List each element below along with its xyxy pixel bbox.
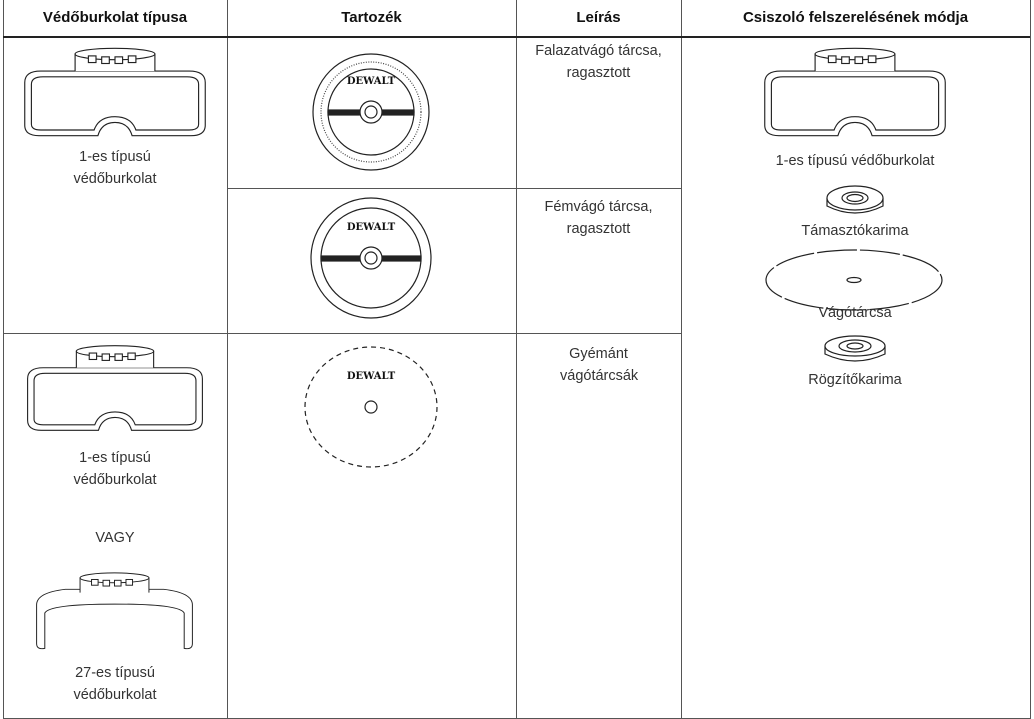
border — [227, 0, 228, 719]
blade-illustration — [765, 249, 943, 311]
description: Gyémánt vágótárcsák — [560, 346, 639, 384]
column-header: Leírás — [576, 9, 621, 26]
guard-illustration — [27, 345, 203, 431]
guard-label: 1-es típusú védőburkolat — [73, 149, 157, 187]
mounting-step: Rögzítőkarima — [808, 372, 902, 388]
disc-illustration: DEWALT — [304, 346, 438, 468]
nut-illustration — [824, 335, 886, 362]
flange-illustration — [826, 185, 884, 214]
guard-illustration — [764, 47, 946, 137]
border — [1030, 0, 1031, 719]
border — [227, 188, 681, 189]
guard-illustration — [24, 47, 206, 137]
guard-label: 1-es típusú védőburkolat — [73, 450, 157, 488]
border — [681, 0, 682, 719]
mounting-step: Támasztókarima — [801, 223, 909, 239]
guard-label: 27-es típusú védőburkolat — [73, 665, 157, 703]
border — [3, 333, 681, 334]
mounting-step: 1-es típusú védőburkolat — [775, 153, 935, 169]
description: Falazatvágó tárcsa, ragasztott — [535, 43, 662, 81]
guard-label: VAGY — [95, 530, 135, 546]
guard-illustration — [36, 572, 193, 650]
border — [3, 0, 4, 719]
description: Fémvágó tárcsa, ragasztott — [544, 199, 653, 237]
disc-logo: DEWALT — [347, 222, 396, 233]
border — [3, 36, 1030, 38]
border — [516, 0, 517, 719]
column-header: Tartozék — [341, 9, 402, 26]
mounting-step: Vágótárcsa — [818, 305, 892, 321]
disc-logo: DEWALT — [347, 371, 396, 382]
column-header: Csiszoló felszerelésének módja — [742, 9, 969, 26]
disc-illustration: DEWALT — [310, 197, 432, 319]
column-header: Védőburkolat típusa — [42, 9, 188, 26]
disc-logo: DEWALT — [347, 76, 396, 87]
disc-illustration: DEWALT — [312, 53, 430, 171]
